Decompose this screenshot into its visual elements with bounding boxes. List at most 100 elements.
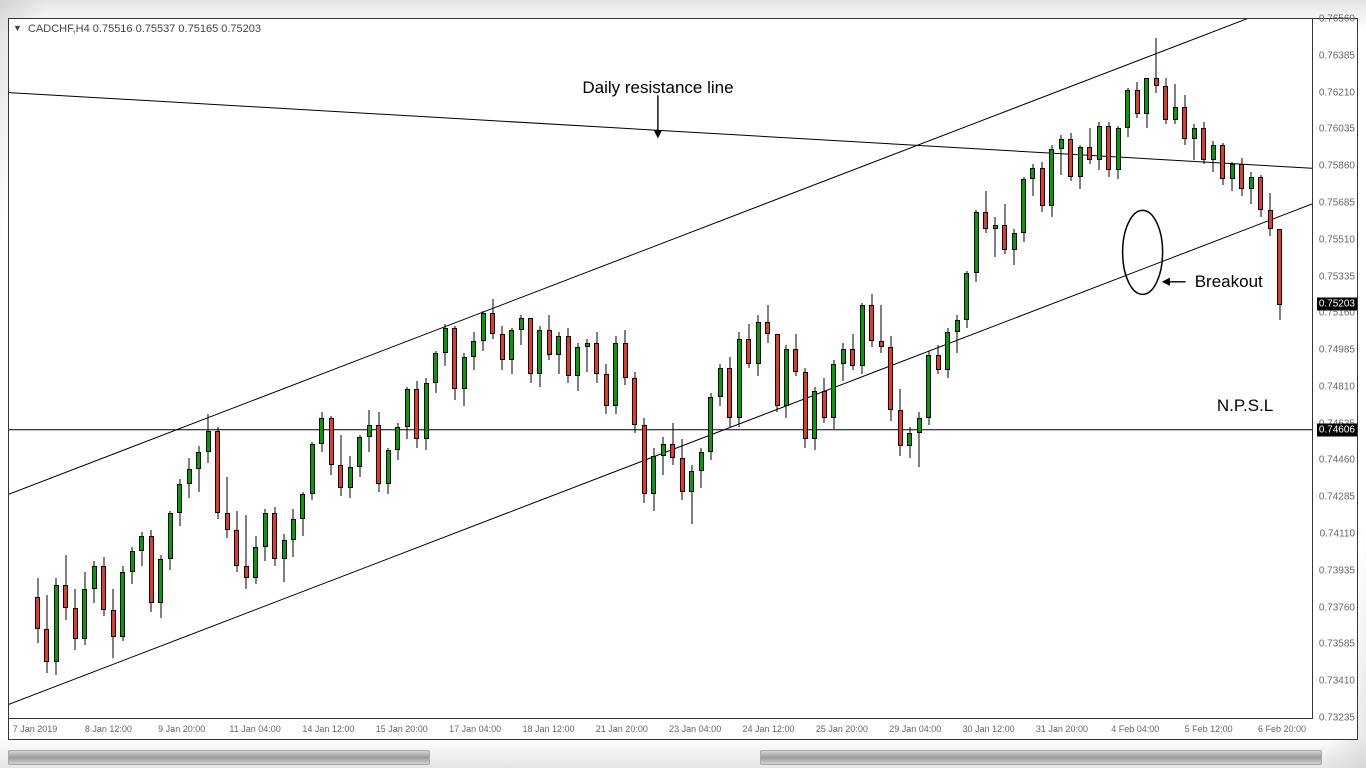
candle — [282, 19, 287, 718]
y-axis: 0.765600.763850.762100.760350.758600.756… — [1313, 19, 1357, 719]
candle — [1182, 19, 1187, 718]
y-axis-label: 0.73760 — [1319, 602, 1355, 613]
candle — [101, 19, 106, 718]
candle — [405, 19, 410, 718]
candle — [537, 19, 542, 718]
y-axis-label: 0.74460 — [1319, 455, 1355, 466]
candle — [1040, 19, 1045, 718]
candle — [509, 19, 514, 718]
candle — [1192, 19, 1197, 718]
candle — [225, 19, 230, 718]
chevron-down-icon: ▼ — [13, 23, 22, 33]
candle — [244, 19, 249, 718]
candle — [234, 19, 239, 718]
candle — [1125, 19, 1130, 718]
y-axis-label: 0.75860 — [1319, 161, 1355, 172]
candle — [869, 19, 874, 718]
chart-plot-area[interactable]: ▼ CADCHF,H4 0.75516 0.75537 0.75165 0.75… — [9, 19, 1313, 719]
candle — [1220, 19, 1225, 718]
x-axis-label: 9 Jan 20:00 — [158, 724, 205, 734]
y-axis-label: 0.75335 — [1319, 271, 1355, 282]
x-axis-label: 25 Jan 20:00 — [816, 724, 868, 734]
candle — [519, 19, 524, 718]
candle — [386, 19, 391, 718]
candle — [850, 19, 855, 718]
candle — [92, 19, 97, 718]
candle — [177, 19, 182, 718]
y-axis-label: 0.76035 — [1319, 124, 1355, 135]
candle — [168, 19, 173, 718]
y-axis-label: 0.73935 — [1319, 565, 1355, 576]
candle — [718, 19, 723, 718]
candle — [272, 19, 277, 718]
candle — [831, 19, 836, 718]
candle — [926, 19, 931, 718]
candle — [955, 19, 960, 718]
y-axis-label: 0.73235 — [1319, 713, 1355, 724]
x-axis-label: 23 Jan 04:00 — [669, 724, 721, 734]
candle — [585, 19, 590, 718]
x-axis-label: 17 Jan 04:00 — [449, 724, 501, 734]
candle — [1021, 19, 1026, 718]
candle — [414, 19, 419, 718]
candle — [945, 19, 950, 718]
y-axis-label: 0.74985 — [1319, 345, 1355, 356]
candle — [784, 19, 789, 718]
candle — [319, 19, 324, 718]
candle — [556, 19, 561, 718]
candle — [651, 19, 656, 718]
candle — [481, 19, 486, 718]
candle — [1078, 19, 1083, 718]
annotation-breakout: Breakout — [1195, 272, 1263, 292]
x-axis-label: 30 Jan 12:00 — [963, 724, 1015, 734]
candle — [680, 19, 685, 718]
candle — [1059, 19, 1064, 718]
candle — [1068, 19, 1073, 718]
chart-frame: ▼ CADCHF,H4 0.75516 0.75537 0.75165 0.75… — [8, 18, 1358, 740]
candle — [642, 19, 647, 718]
x-axis-label: 4 Feb 04:00 — [1111, 724, 1159, 734]
candle — [1201, 19, 1206, 718]
candle — [888, 19, 893, 718]
candle — [376, 19, 381, 718]
candle — [35, 19, 40, 718]
candle — [699, 19, 704, 718]
x-axis-label: 31 Jan 20:00 — [1036, 724, 1088, 734]
candle — [746, 19, 751, 718]
candle — [566, 19, 571, 718]
candle — [907, 19, 912, 718]
candle — [490, 19, 495, 718]
x-axis-label: 11 Jan 04:00 — [229, 724, 280, 734]
candle — [500, 19, 505, 718]
x-axis-label: 8 Jan 12:00 — [85, 724, 132, 734]
candle — [594, 19, 599, 718]
candle — [936, 19, 941, 718]
y-axis-label: 0.75685 — [1319, 197, 1355, 208]
candle — [130, 19, 135, 718]
x-axis-label: 29 Jan 04:00 — [889, 724, 941, 734]
x-axis-label: 7 Jan 2019 — [13, 724, 58, 734]
candle — [111, 19, 116, 718]
x-axis-label: 6 Feb 20:00 — [1258, 724, 1306, 734]
candle — [1230, 19, 1235, 718]
candle — [149, 19, 154, 718]
candle — [471, 19, 476, 718]
candle — [917, 19, 922, 718]
candle — [1116, 19, 1121, 718]
price-tag-hline: 0.74606 — [1317, 423, 1357, 436]
candle — [433, 19, 438, 718]
candle — [613, 19, 618, 718]
candle — [756, 19, 761, 718]
candle — [812, 19, 817, 718]
candle — [452, 19, 457, 718]
scrollbar-left-shade — [8, 750, 430, 765]
candle — [424, 19, 429, 718]
candle — [73, 19, 78, 718]
candle — [575, 19, 580, 718]
candle — [1211, 19, 1216, 718]
candle — [841, 19, 846, 718]
candle — [338, 19, 343, 718]
candle — [1002, 19, 1007, 718]
candle — [1049, 19, 1054, 718]
candle — [196, 19, 201, 718]
